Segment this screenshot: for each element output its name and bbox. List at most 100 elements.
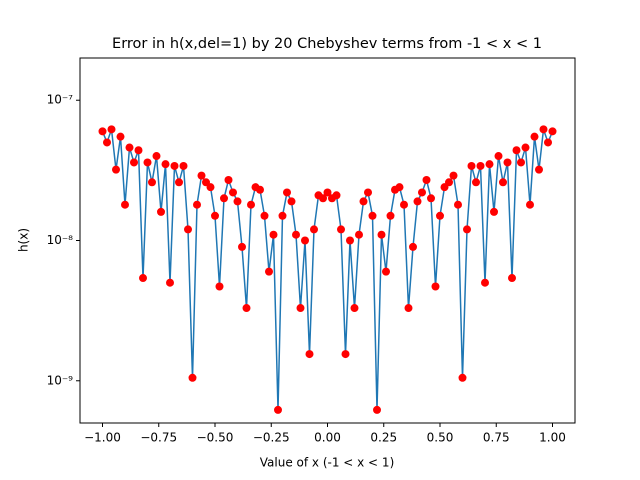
data-point (395, 183, 404, 192)
x-tick-label: −0.50 (197, 431, 234, 445)
x-tick-label: 0.00 (314, 431, 341, 445)
data-point (98, 127, 107, 136)
x-tick-label: 0.25 (370, 431, 397, 445)
data-point (490, 207, 498, 216)
data-point (337, 225, 345, 234)
data-point (242, 304, 251, 313)
data-point (292, 230, 300, 239)
data-point (130, 158, 138, 167)
x-tick-label: −1.00 (84, 431, 121, 445)
x-axis-label: Value of x (-1 < x < 1) (260, 456, 395, 470)
data-point (247, 200, 255, 209)
data-point (535, 165, 543, 174)
data-point (215, 282, 224, 291)
data-point (463, 225, 471, 234)
data-point (431, 282, 440, 291)
data-point (220, 194, 228, 203)
data-point (355, 230, 363, 239)
plot-area (98, 125, 557, 414)
data-point (373, 405, 381, 414)
data-point (548, 127, 557, 136)
data-point (184, 225, 192, 234)
data-point (193, 200, 201, 209)
data-point (400, 200, 408, 209)
data-point (472, 178, 480, 187)
data-point (512, 146, 521, 155)
y-tick-label: 10⁻⁷ (47, 93, 74, 107)
data-point (319, 194, 327, 203)
data-point (310, 225, 318, 234)
y-tick-label: 10⁻⁸ (47, 233, 74, 247)
x-tick-label: −0.75 (140, 431, 177, 445)
data-point (107, 125, 116, 134)
data-point (265, 267, 273, 276)
data-point (368, 211, 377, 220)
x-tick-label: −0.25 (253, 431, 290, 445)
data-point (526, 200, 534, 209)
data-point (103, 138, 111, 147)
data-point (125, 143, 134, 152)
data-point (112, 165, 120, 174)
data-point (197, 171, 206, 180)
data-point (283, 188, 291, 197)
data-point (256, 185, 264, 194)
x-tick-label: 0.50 (427, 431, 454, 445)
data-point (458, 373, 467, 382)
data-point (157, 207, 165, 216)
data-point (233, 197, 242, 206)
data-point (346, 236, 354, 245)
data-point (386, 211, 395, 220)
data-point (404, 304, 413, 313)
data-point (229, 188, 237, 197)
data-point (341, 350, 350, 359)
data-point (269, 230, 278, 239)
data-point (467, 161, 476, 170)
data-point (418, 188, 426, 197)
data-point (121, 200, 129, 209)
data-point (274, 405, 282, 414)
y-axis-label: h(x) (17, 228, 31, 252)
data-point (445, 178, 453, 187)
data-point (161, 160, 170, 169)
data-point (544, 138, 552, 147)
x-tick-label: 0.75 (483, 431, 510, 445)
data-point (521, 143, 530, 152)
data-point (206, 183, 215, 192)
data-point (503, 158, 512, 167)
data-point (305, 350, 314, 359)
data-point (517, 158, 525, 167)
data-point (409, 242, 417, 251)
data-point (413, 197, 422, 206)
data-point (143, 158, 152, 167)
data-point (364, 188, 372, 197)
data-point (539, 125, 548, 134)
data-point (427, 194, 435, 203)
data-point (350, 304, 359, 313)
data-point (454, 200, 462, 209)
data-point (377, 230, 386, 239)
data-point (323, 188, 332, 197)
data-point (296, 304, 305, 313)
data-point (530, 132, 539, 141)
data-point (508, 274, 516, 283)
data-point (238, 242, 246, 251)
data-point (449, 171, 458, 180)
data-point (116, 132, 125, 141)
data-point (224, 175, 233, 184)
data-point (148, 178, 156, 187)
data-point (382, 267, 390, 276)
data-point (278, 211, 287, 220)
data-point (436, 211, 444, 220)
data-point (134, 146, 143, 155)
data-point (152, 152, 161, 161)
chart-title: Error in h(x,del=1) by 20 Chebyshev term… (112, 36, 542, 52)
y-tick-label: 10⁻⁹ (47, 373, 74, 387)
data-point (499, 178, 507, 187)
data-point (287, 197, 296, 206)
data-point (485, 160, 494, 169)
data-point (211, 211, 219, 220)
data-point (179, 161, 188, 170)
x-tick-label: 1.00 (539, 431, 566, 445)
data-point (170, 161, 179, 170)
